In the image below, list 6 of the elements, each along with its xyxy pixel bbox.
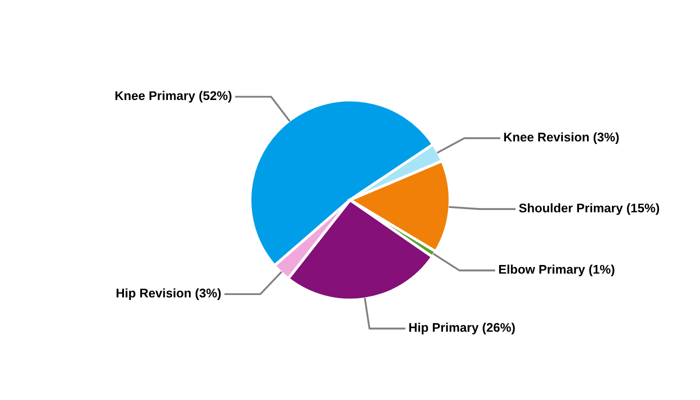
- slice-label: Knee Primary (52%): [115, 90, 232, 103]
- slice-label: Hip Revision (3%): [116, 288, 221, 300]
- slice-label: Elbow Primary (1%): [499, 264, 614, 276]
- slice-label: Shoulder Primary (15%): [519, 203, 660, 215]
- slice-label: Knee Revision (3%): [504, 132, 619, 144]
- slice-label: Hip Primary (26%): [409, 322, 515, 334]
